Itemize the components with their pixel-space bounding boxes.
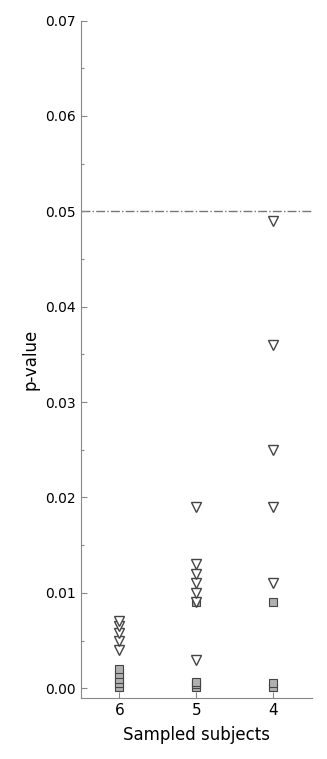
- Y-axis label: p-value: p-value: [22, 329, 40, 390]
- X-axis label: Sampled subjects: Sampled subjects: [123, 726, 270, 744]
